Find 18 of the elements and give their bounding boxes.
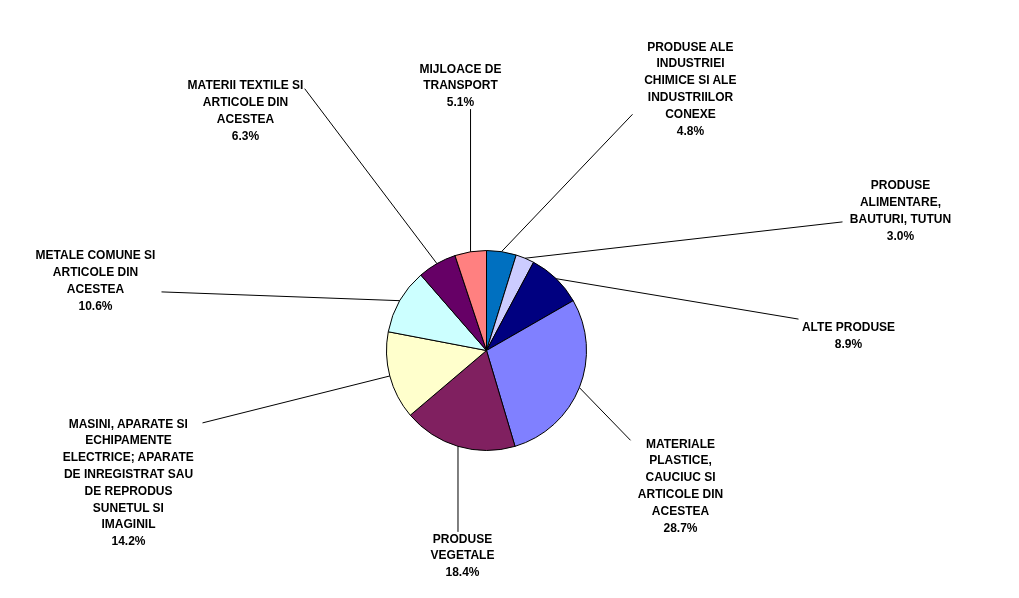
data-label: 5.1% bbox=[446, 95, 475, 110]
data-label: 18.4% bbox=[445, 565, 480, 580]
data-label: 6.3% bbox=[231, 128, 260, 143]
slice-label: MATERII TEXTILE SI ARTICOLE DIN ACESTEA bbox=[187, 78, 304, 126]
slice-label: PRODUSE ALIMENTARE, BAUTURI, TUTUN bbox=[849, 178, 952, 226]
data-label: 10.6% bbox=[78, 298, 113, 313]
slice-label: ALTE PRODUSE bbox=[801, 320, 896, 335]
slice-label: METALE COMUNE SI ARTICOLE DIN ACESTEA bbox=[35, 248, 156, 296]
slice-label: MIJLOACE DE TRANSPORT bbox=[419, 61, 502, 93]
data-label: 3.0% bbox=[886, 228, 915, 243]
slice-label: MATERIALE PLASTICE, CAUCIUC SI ARTICOLE DIN ACESTEA bbox=[637, 436, 724, 518]
slice-label: MASINI, APARATE SI ECHIPAMENTE ELECTRICE; APARATE DE INREGISTRAT SAU DE REPRODUS SUNETUL SI IMAGINIL bbox=[62, 416, 194, 532]
slice-label: PRODUSE VEGETALE bbox=[430, 531, 495, 563]
data-label: 14.2% bbox=[111, 534, 146, 549]
data-label: 4.8% bbox=[676, 123, 705, 138]
slice-label: PRODUSE ALE INDUSTRIEI CHIMICE SI ALE INDUSTRIILOR CONEXE bbox=[644, 39, 737, 121]
data-label: 8.9% bbox=[834, 336, 863, 351]
data-label: 28.7% bbox=[663, 520, 698, 535]
